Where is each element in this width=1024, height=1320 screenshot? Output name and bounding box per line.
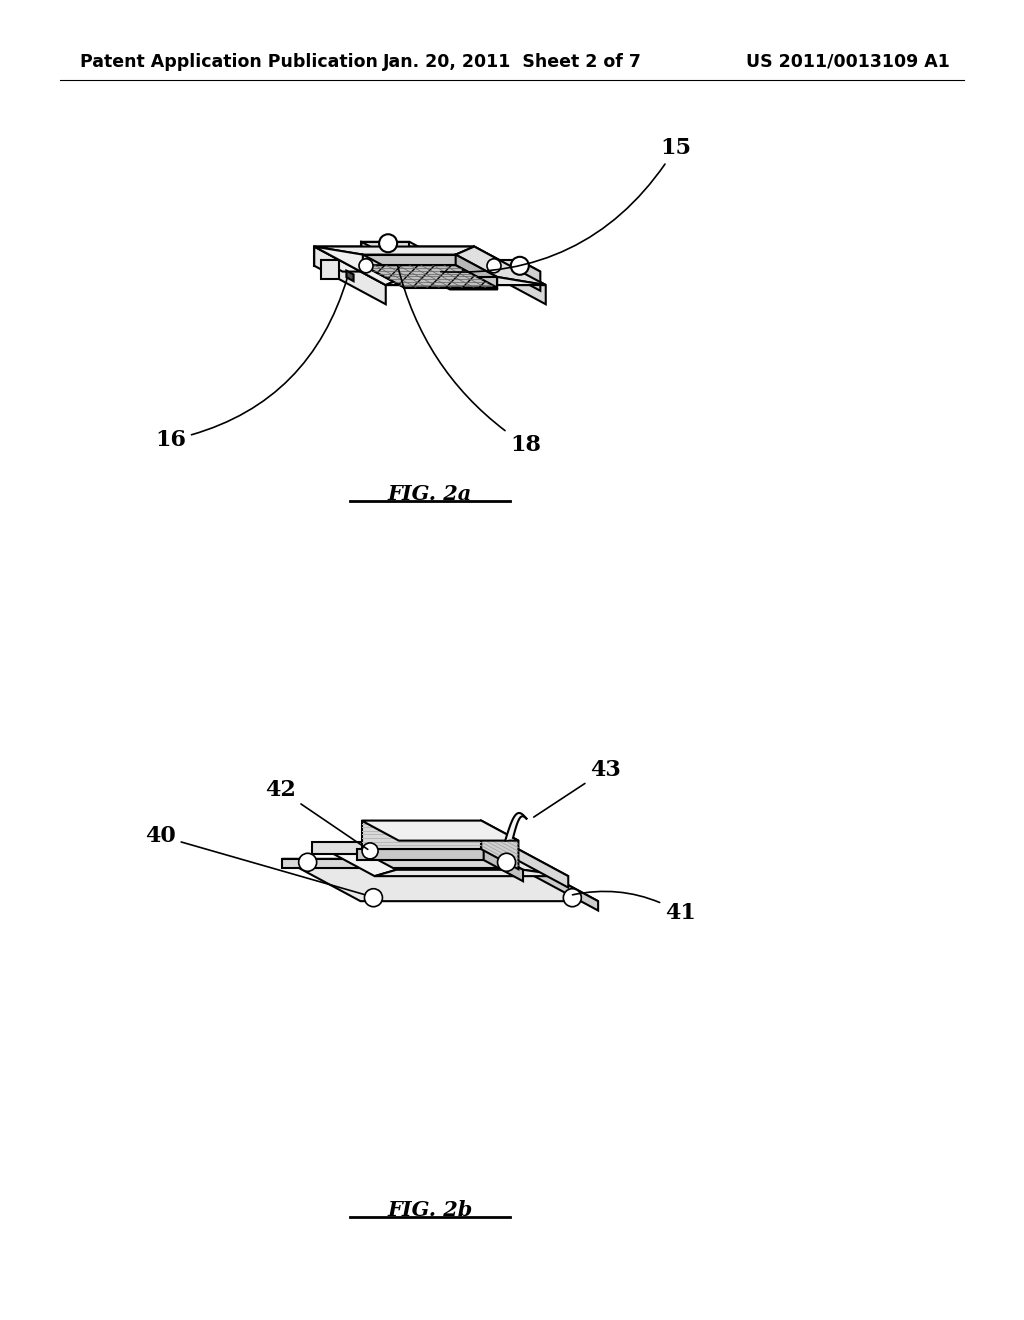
Polygon shape xyxy=(361,821,518,841)
Polygon shape xyxy=(519,260,541,290)
Polygon shape xyxy=(500,260,519,280)
Text: 15: 15 xyxy=(440,137,691,272)
Circle shape xyxy=(362,843,378,859)
Polygon shape xyxy=(481,824,518,845)
Text: FIG. 2b: FIG. 2b xyxy=(387,1200,473,1220)
Text: 40: 40 xyxy=(145,825,365,895)
Circle shape xyxy=(299,853,316,871)
Polygon shape xyxy=(314,247,404,285)
Text: Jan. 20, 2011  Sheet 2 of 7: Jan. 20, 2011 Sheet 2 of 7 xyxy=(383,53,641,71)
Polygon shape xyxy=(481,830,518,851)
Text: Patent Application Publication: Patent Application Publication xyxy=(80,53,378,71)
Circle shape xyxy=(487,259,501,273)
Text: FIG. 2a: FIG. 2a xyxy=(388,484,472,504)
Polygon shape xyxy=(357,849,483,861)
Polygon shape xyxy=(500,260,541,272)
Polygon shape xyxy=(483,849,523,882)
Circle shape xyxy=(511,257,528,275)
Polygon shape xyxy=(375,870,568,876)
Polygon shape xyxy=(441,285,498,289)
Text: 16: 16 xyxy=(155,277,347,451)
Polygon shape xyxy=(311,842,505,854)
Polygon shape xyxy=(362,255,456,265)
Polygon shape xyxy=(314,247,546,285)
Polygon shape xyxy=(322,260,360,272)
Polygon shape xyxy=(481,821,518,869)
Polygon shape xyxy=(361,242,410,261)
Polygon shape xyxy=(456,247,546,285)
Text: 18: 18 xyxy=(397,265,541,455)
Polygon shape xyxy=(481,838,518,859)
Polygon shape xyxy=(474,247,546,304)
Text: 41: 41 xyxy=(572,891,696,924)
Polygon shape xyxy=(519,859,598,911)
Circle shape xyxy=(379,234,397,252)
Text: 43: 43 xyxy=(534,759,621,817)
Polygon shape xyxy=(361,242,418,247)
Polygon shape xyxy=(386,277,546,285)
Polygon shape xyxy=(456,255,497,288)
Polygon shape xyxy=(314,247,386,304)
Polygon shape xyxy=(362,255,404,288)
Polygon shape xyxy=(481,845,518,866)
Polygon shape xyxy=(322,260,339,280)
Polygon shape xyxy=(311,842,396,876)
Text: US 2011/0013109 A1: US 2011/0013109 A1 xyxy=(746,53,950,71)
Polygon shape xyxy=(481,828,518,849)
Polygon shape xyxy=(481,842,518,862)
Circle shape xyxy=(563,888,582,907)
Polygon shape xyxy=(404,277,497,288)
Polygon shape xyxy=(314,247,474,255)
Polygon shape xyxy=(481,834,518,855)
Polygon shape xyxy=(311,842,505,849)
Polygon shape xyxy=(361,242,371,265)
Polygon shape xyxy=(362,265,497,288)
Polygon shape xyxy=(314,247,474,265)
Polygon shape xyxy=(483,842,568,876)
Circle shape xyxy=(365,888,382,907)
Polygon shape xyxy=(505,813,526,841)
Circle shape xyxy=(498,853,515,871)
Polygon shape xyxy=(346,271,353,281)
Polygon shape xyxy=(361,821,481,849)
Circle shape xyxy=(359,259,373,273)
Polygon shape xyxy=(282,859,519,869)
Polygon shape xyxy=(505,842,568,887)
Polygon shape xyxy=(282,859,598,902)
Text: 42: 42 xyxy=(265,779,368,849)
